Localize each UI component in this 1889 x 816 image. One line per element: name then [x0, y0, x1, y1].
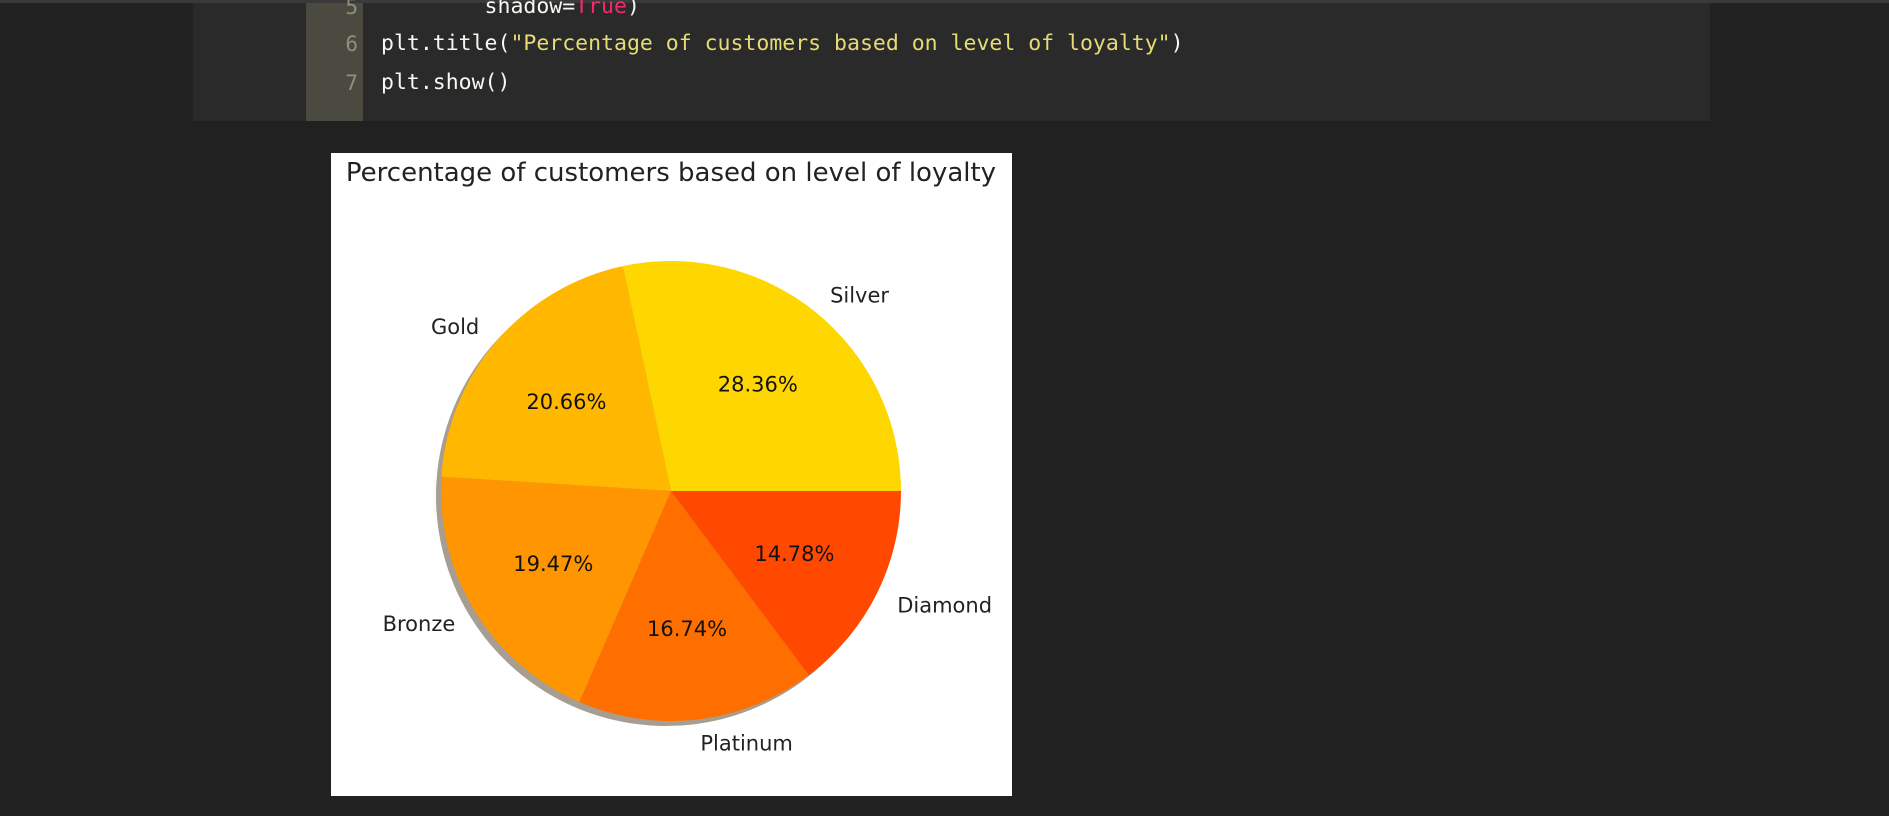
- code-line-5[interactable]: 5 shadow=True): [0, 0, 1517, 22]
- code-text: shadow=True): [381, 0, 640, 22]
- pct-label-silver: 28.36%: [718, 373, 798, 397]
- line-number: 5: [306, 0, 358, 22]
- chart-output: Percentage of customers based on level o…: [331, 153, 1012, 796]
- category-label-diamond: Diamond: [897, 593, 992, 617]
- line-number: 7: [306, 68, 358, 98]
- chart-title: Percentage of customers based on level o…: [346, 158, 996, 188]
- pct-label-gold: 20.66%: [526, 390, 606, 414]
- code-line-7[interactable]: 7 plt.show(): [0, 68, 1517, 98]
- line-number: 6: [306, 29, 358, 59]
- code-line-6[interactable]: 6 plt.title("Percentage of customers bas…: [0, 29, 1517, 59]
- code-text: plt.title("Percentage of customers based…: [381, 29, 1184, 59]
- category-label-platinum: Platinum: [700, 731, 793, 755]
- pct-label-platinum: 16.74%: [647, 617, 727, 641]
- code-text: plt.show(): [381, 68, 510, 98]
- pie-slices: [441, 261, 901, 721]
- pie-chart: Percentage of customers based on level o…: [331, 153, 1012, 796]
- category-label-bronze: Bronze: [383, 612, 456, 636]
- pct-label-bronze: 19.47%: [513, 552, 593, 576]
- category-label-silver: Silver: [830, 283, 889, 307]
- category-label-gold: Gold: [431, 315, 479, 339]
- pct-label-diamond: 14.78%: [754, 542, 834, 566]
